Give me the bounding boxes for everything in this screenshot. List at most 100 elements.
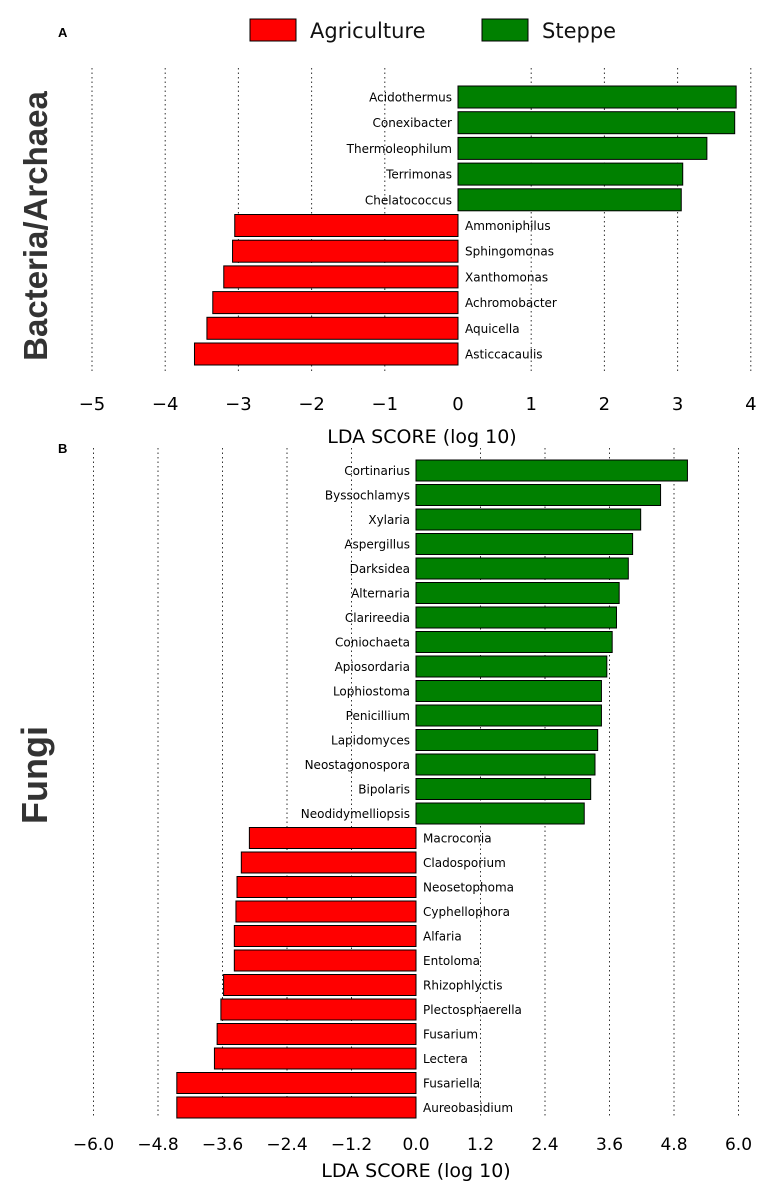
bar-macroconia — [248, 827, 417, 849]
bar-chelatococcus — [457, 188, 682, 212]
x-tick-label: −4.8 — [137, 1135, 178, 1155]
side-title-fungi: Fungi — [14, 726, 55, 824]
bar-label-achromobacter: Achromobacter — [465, 296, 557, 310]
bar-label-macroconia: Macroconia — [423, 832, 492, 846]
bar-label-plectosphaerella: Plectosphaerella — [423, 1003, 522, 1017]
x-tick-label: 2.4 — [531, 1135, 558, 1155]
bar-labels-a: Acidothermus Conexibacter Thermoleophilum T… — [346, 91, 557, 362]
legend-swatch-agriculture — [249, 18, 297, 42]
bar-label-lophiostoma: Lophiostoma — [333, 685, 410, 699]
bar-label-xylaria: Xylaria — [368, 513, 410, 527]
bar-bipolaris — [415, 778, 592, 800]
x-tick-label: −3 — [225, 394, 252, 415]
bar-label-fusariella: Fusariella — [423, 1077, 480, 1091]
bar-label-thermoleophilum: Thermoleophilum — [346, 142, 452, 156]
x-tick-label: −1 — [372, 394, 399, 415]
bar-label-alfaria: Alfaria — [423, 930, 462, 944]
bar-penicillium — [415, 704, 602, 727]
bar-xanthomonas — [223, 265, 459, 289]
bar-label-conexibacter: Conexibacter — [372, 116, 452, 130]
bar-acidothermus — [457, 85, 737, 109]
bar-label-neostagonospora: Neostagonospora — [305, 758, 410, 772]
bar-label-aureobasidium: Aureobasidium — [423, 1101, 513, 1115]
bar-label-aquicella: Aquicella — [465, 322, 520, 336]
bar-label-entoloma: Entoloma — [423, 954, 480, 968]
x-tick-label: 3.6 — [596, 1135, 623, 1155]
side-title-bacteria: Bacteria/Archaea — [17, 91, 54, 361]
bar-label-acidothermus: Acidothermus — [369, 91, 452, 105]
bar-neodidymelliopsis — [415, 802, 585, 825]
bar-neostagonospora — [415, 753, 596, 776]
bar-label-alternaria: Alternaria — [351, 587, 410, 601]
x-axis-title-b: LDA SCORE (log 10) — [321, 1160, 510, 1182]
bar-label-xanthomonas: Xanthomonas — [465, 270, 548, 284]
bar-cortinarius — [415, 459, 688, 482]
bar-cyphellophora — [235, 900, 417, 923]
x-tick-label: 0 — [452, 394, 463, 415]
bar-conexibacter — [457, 111, 736, 135]
x-tick-label: 3 — [672, 394, 683, 415]
bar-neosetophoma — [236, 876, 417, 898]
bar-label-sphingomonas: Sphingomonas — [465, 245, 554, 259]
panel-label-a: A — [58, 25, 68, 40]
bar-label-ammoniphilus: Ammoniphilus — [465, 219, 551, 233]
bar-alfaria — [233, 925, 417, 947]
legend-swatch-steppe — [481, 18, 529, 42]
bar-label-asticcacaulis: Asticcacaulis — [465, 348, 543, 362]
bar-entoloma — [233, 949, 417, 972]
bar-label-penicillium: Penicillium — [346, 709, 410, 723]
bar-plectosphaerella — [220, 998, 417, 1021]
bar-label-chelatococcus: Chelatococcus — [365, 193, 452, 207]
bar-label-cortinarius: Cortinarius — [344, 464, 410, 478]
bar-ammoniphilus — [234, 214, 459, 237]
bar-label-rhizophlyctis: Rhizophlyctis — [423, 979, 502, 993]
bar-lapidomyces — [415, 729, 599, 751]
bar-fusarium — [216, 1023, 417, 1045]
bar-darksidea — [415, 557, 629, 580]
bar-aquicella — [206, 316, 459, 340]
legend: Agriculture Steppe — [249, 18, 616, 43]
x-ticks-b: −6.0 −4.8 −3.6 −2.4 −1.2 0.0 1.2 2.4 3.6 4.8 6.0 — [73, 1135, 752, 1155]
bar-asticcacaulis — [193, 342, 459, 366]
bar-byssochlamys — [415, 484, 662, 506]
bar-fusariella — [176, 1072, 417, 1094]
bar-thermoleophilum — [457, 136, 708, 160]
x-tick-label: 0.0 — [402, 1135, 429, 1155]
bar-label-apiosordaria: Apiosordaria — [335, 660, 410, 674]
bar-xylaria — [415, 508, 642, 531]
bar-achromobacter — [212, 291, 459, 315]
panel-b: B Fungi Cortinarius Byssochlamys Xylaria As… — [14, 441, 752, 1182]
x-tick-label: 1.2 — [467, 1135, 494, 1155]
x-tick-label: 6.0 — [725, 1135, 752, 1155]
bar-label-lapidomyces: Lapidomyces — [331, 734, 410, 748]
bar-sphingomonas — [232, 239, 459, 263]
x-tick-label: −2.4 — [266, 1135, 307, 1155]
panel-label-b: B — [58, 441, 67, 456]
x-tick-label: 4.8 — [660, 1135, 687, 1155]
x-ticks-a: −5 −4 −3 −2 −1 0 1 2 3 4 — [79, 394, 757, 415]
bar-coniochaeta — [415, 631, 613, 653]
bar-label-bipolaris: Bipolaris — [358, 783, 410, 797]
bar-aureobasidium — [176, 1096, 417, 1119]
bar-terrimonas — [457, 162, 684, 186]
x-axis-title-a: LDA SCORE (log 10) — [327, 426, 516, 448]
bar-label-byssochlamys: Byssochlamys — [325, 489, 410, 503]
x-tick-label: −5 — [79, 394, 106, 415]
bar-cladosporium — [240, 851, 417, 874]
bars-b — [176, 459, 688, 1119]
x-tick-label: −6.0 — [73, 1135, 114, 1155]
bar-label-coniochaeta: Coniochaeta — [335, 636, 410, 650]
x-tick-label: 2 — [599, 394, 610, 415]
x-tick-label: 4 — [745, 394, 756, 415]
bar-label-lectera: Lectera — [423, 1052, 468, 1066]
bar-rhizophlyctis — [223, 974, 417, 996]
x-tick-label: −2 — [298, 394, 325, 415]
bar-label-cyphellophora: Cyphellophora — [423, 905, 510, 919]
bar-label-darksidea: Darksidea — [350, 562, 410, 576]
bar-apiosordaria — [415, 655, 608, 678]
legend-label-agriculture: Agriculture — [310, 19, 426, 43]
bar-label-neodidymelliopsis: Neodidymelliopsis — [301, 807, 410, 821]
x-tick-label: 1 — [525, 394, 536, 415]
bar-label-fusarium: Fusarium — [423, 1028, 478, 1042]
bar-aspergillus — [415, 533, 634, 555]
